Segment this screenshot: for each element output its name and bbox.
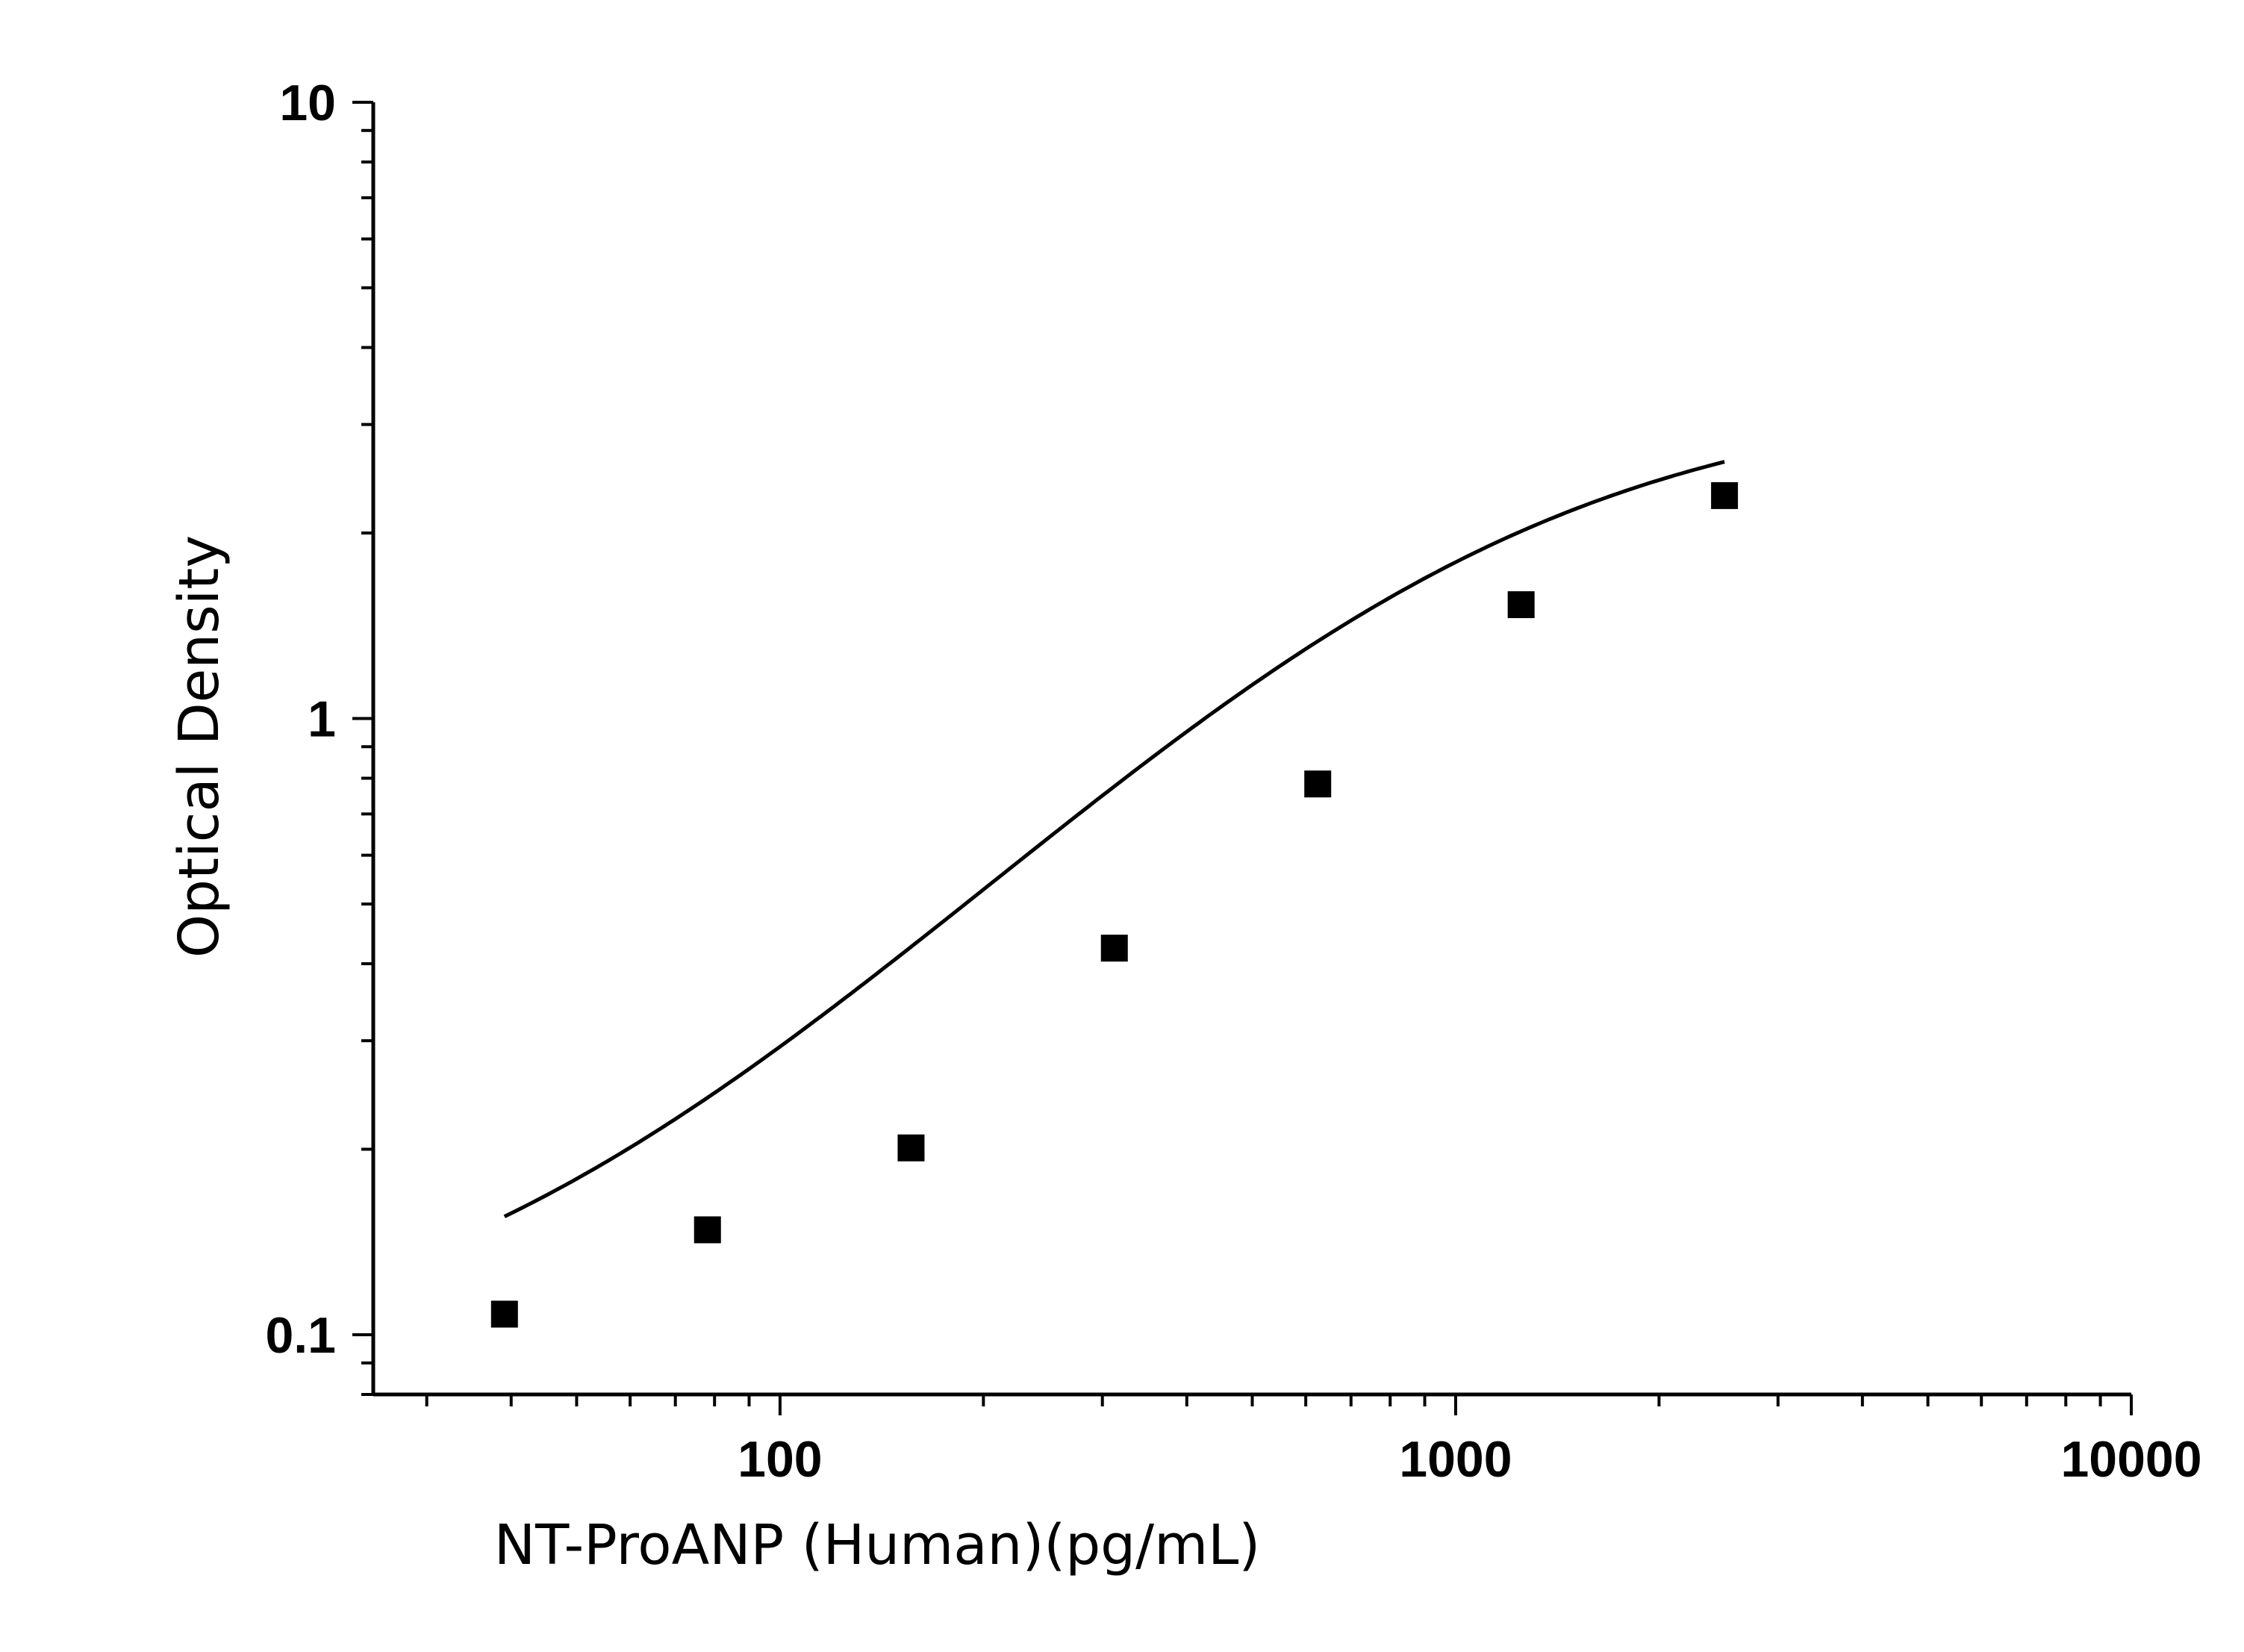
data-point (1304, 770, 1332, 798)
y-axis-title: Optical Density (167, 535, 231, 958)
plot-area (490, 460, 1739, 1328)
data-point (1507, 591, 1535, 619)
x-axis-title: NT-ProANP (Human)(pg/mL) (494, 1513, 1261, 1577)
data-point (694, 1216, 721, 1244)
fit-curve (503, 460, 1725, 1218)
y-tick-label: 0.1 (265, 1307, 336, 1364)
x-tick-label: 10000 (2060, 1431, 2201, 1488)
data-point (1100, 935, 1128, 962)
x-tick-label: 100 (738, 1431, 822, 1488)
data-point (897, 1134, 925, 1162)
data-point (1711, 481, 1739, 509)
y-axis: 0.1 1 10 (265, 75, 375, 1396)
data-points (490, 481, 1739, 1328)
data-point (490, 1300, 518, 1328)
y-tick-label: 1 (308, 691, 336, 748)
x-tick-label: 1000 (1399, 1431, 1512, 1488)
y-tick-label: 10 (279, 75, 336, 131)
x-axis: 100 1000 10000 (373, 1392, 2202, 1488)
